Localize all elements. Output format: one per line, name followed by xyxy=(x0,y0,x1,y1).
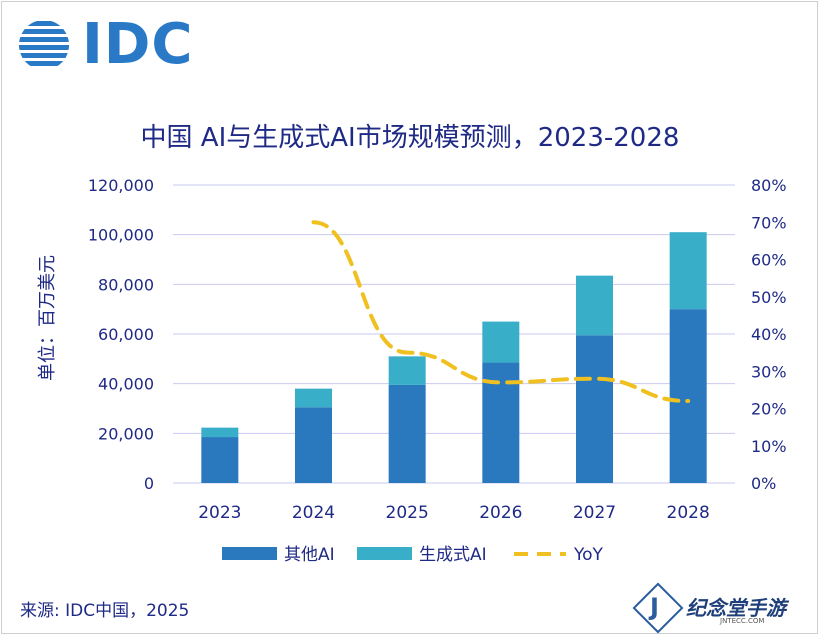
y-tick-left: 40,000 xyxy=(98,375,154,394)
watermark-letter: J xyxy=(650,593,659,621)
y-tick-right: 50% xyxy=(751,288,787,307)
legend-label: 其他AI xyxy=(284,545,335,565)
yoy-line xyxy=(311,220,691,404)
y-tick-right: 70% xyxy=(751,213,787,232)
bar-other-ai xyxy=(295,407,332,483)
y-tick-right: 20% xyxy=(751,400,787,419)
watermark-subtitle: JNTECC.COM xyxy=(720,617,765,625)
y-tick-left: 100,000 xyxy=(88,226,154,245)
x-tick-label: 2026 xyxy=(479,503,522,523)
watermark: J 纪念堂手游 JNTECC.COM xyxy=(632,582,816,634)
x-tick-label: 2024 xyxy=(292,503,335,523)
idc-logo: IDC xyxy=(18,12,193,77)
bar-other-ai xyxy=(388,384,426,483)
chart-title: 中国 AI与生成式AI市场规模预测，2023-2028 xyxy=(141,123,680,153)
y-tick-right: 30% xyxy=(751,362,787,381)
x-tick-label: 2023 xyxy=(198,503,241,523)
bar-genai xyxy=(482,321,520,363)
legend-swatch xyxy=(222,547,277,560)
y-tick-right: 60% xyxy=(751,251,787,270)
x-tick-label: 2028 xyxy=(667,503,710,523)
bar-genai xyxy=(201,427,239,438)
bar-other-ai xyxy=(669,309,707,483)
y-tick-right: 0% xyxy=(751,474,776,493)
y-axis-label: 单位：百万美元 xyxy=(37,255,58,381)
x-tick-label: 2025 xyxy=(386,503,429,523)
y-tick-left: 80,000 xyxy=(98,275,154,294)
watermark-title: 纪念堂手游 xyxy=(686,596,786,620)
y-tick-left: 20,000 xyxy=(98,424,154,443)
y-tick-left: 60,000 xyxy=(98,325,154,344)
y-tick-right: 40% xyxy=(751,325,787,344)
y-tick-right: 80% xyxy=(751,176,787,195)
logo-text: IDC xyxy=(82,12,194,77)
y-tick-right: 10% xyxy=(751,437,787,456)
bar-genai xyxy=(295,388,332,408)
bar-other-ai xyxy=(201,437,239,483)
globe-icon xyxy=(19,21,69,66)
bar-genai xyxy=(388,356,426,385)
legend-swatch xyxy=(357,547,412,560)
legend-label: YoY xyxy=(573,545,604,565)
bar-genai xyxy=(576,275,613,336)
legend-label: 生成式AI xyxy=(419,545,487,565)
source-note: 来源: IDC中国，2025 xyxy=(20,601,190,621)
x-tick-label: 2027 xyxy=(573,503,616,523)
y-tick-left: 0 xyxy=(144,474,154,493)
bar-other-ai xyxy=(576,335,613,483)
bar-genai xyxy=(669,232,707,310)
y-tick-left: 120,000 xyxy=(88,176,154,195)
